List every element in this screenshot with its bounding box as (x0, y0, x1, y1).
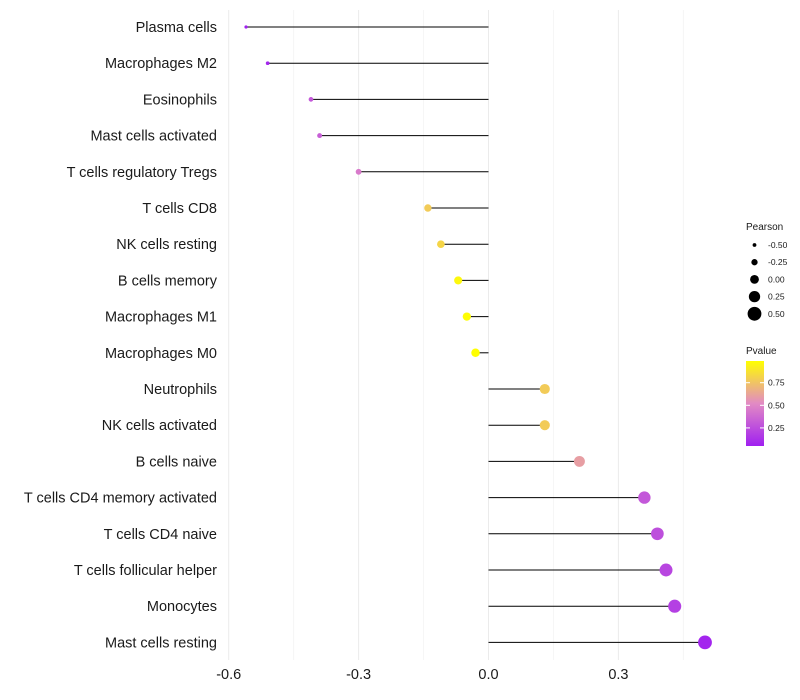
category-label-nk-cells-resting: NK cells resting (116, 237, 217, 253)
lollipop-stems (246, 26, 705, 643)
category-label-plasma-cells: Plasma cells (136, 20, 217, 36)
x-tick-label: 0.0 (478, 667, 498, 683)
lollipop-points (244, 25, 712, 650)
pearson-legend-dot (752, 243, 757, 247)
pearson-legend-dot (747, 306, 762, 321)
point-macrophages-m1 (462, 312, 471, 321)
category-label-t-cells-cd8: T cells CD8 (142, 201, 217, 217)
category-label-macrophages-m1: Macrophages M1 (105, 310, 217, 326)
point-b-cells-memory (454, 276, 463, 285)
pearson-legend-label: 0.00 (768, 274, 785, 284)
point-nk-cells-resting (437, 240, 445, 249)
point-macrophages-m2 (265, 61, 270, 66)
x-axis-tick-labels: -0.6 -0.3 0.0 0.3 (216, 667, 628, 683)
category-label-macrophages-m2: Macrophages M2 (105, 56, 217, 72)
point-t-cells-cd4-naive (651, 527, 664, 541)
category-labels: Plasma cells Macrophages M2 Eosinophils Mas… (24, 20, 218, 651)
x-tick-label: 0.3 (608, 667, 628, 683)
category-label-nk-cells-activated: NK cells activated (102, 418, 217, 434)
pearson-legend-label: 0.25 (768, 292, 785, 302)
point-macrophages-m0 (471, 348, 480, 358)
pearson-legend-dot (750, 275, 759, 284)
pvalue-color-legend: Pvalue 0.25 0.50 0.75 (746, 346, 785, 446)
pearson-size-legend: Pearson -0.50 -0.25 0.00 0.25 0.50 (746, 222, 788, 321)
category-label-t-cells-cd4-memory-activated: T cells CD4 memory activated (24, 491, 217, 507)
pvalue-colorbar (746, 361, 764, 446)
category-label-t-cells-cd4-naive: T cells CD4 naive (104, 527, 217, 543)
point-t-cells-regulatory-tregs (355, 168, 362, 175)
point-t-cells-cd4-memory-activated (638, 491, 651, 504)
category-label-monocytes: Monocytes (147, 599, 217, 615)
x-tick-label: -0.3 (346, 667, 371, 683)
point-t-cells-follicular-helper (659, 563, 673, 577)
pvalue-legend-label: 0.50 (768, 400, 785, 410)
category-label-neutrophils: Neutrophils (144, 382, 217, 398)
category-label-macrophages-m0: Macrophages M0 (105, 346, 217, 362)
category-label-t-cells-regulatory-tregs: T cells regulatory Tregs (67, 165, 217, 181)
point-plasma-cells (244, 25, 248, 29)
pvalue-legend-label: 0.75 (768, 378, 785, 388)
pearson-legend-dot (748, 290, 761, 303)
point-mast-cells-resting (698, 635, 712, 650)
category-label-b-cells-naive: B cells naive (136, 454, 217, 470)
point-eosinophils (308, 97, 314, 102)
category-label-mast-cells-activated: Mast cells activated (90, 129, 217, 145)
x-tick-label: -0.6 (216, 667, 241, 683)
point-monocytes (668, 599, 682, 613)
point-nk-cells-activated (539, 420, 550, 431)
pvalue-legend-label: 0.25 (768, 423, 785, 433)
point-b-cells-naive (573, 455, 585, 467)
category-label-t-cells-follicular-helper: T cells follicular helper (74, 563, 217, 579)
grid-lines (228, 10, 684, 660)
point-t-cells-cd8 (424, 204, 432, 212)
pearson-legend-label: -0.25 (768, 257, 788, 267)
pearson-legend-title: Pearson (746, 222, 783, 233)
pvalue-legend-title: Pvalue (746, 346, 777, 357)
pearson-legend-label: 0.50 (768, 309, 785, 319)
category-label-mast-cells-resting: Mast cells resting (105, 635, 217, 651)
pearson-legend-label: -0.50 (768, 240, 788, 250)
category-label-b-cells-memory: B cells memory (118, 273, 218, 289)
point-mast-cells-activated (317, 133, 323, 139)
category-label-eosinophils: Eosinophils (143, 92, 217, 108)
point-neutrophils (539, 383, 550, 395)
pearson-legend-dot (751, 259, 758, 266)
